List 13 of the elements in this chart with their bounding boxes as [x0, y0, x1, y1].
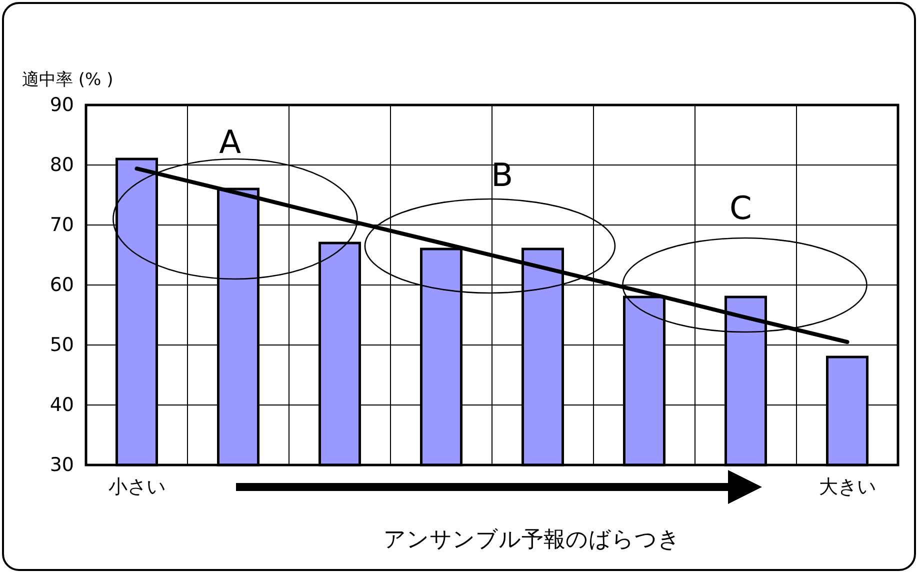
- y-tick-label: 40: [50, 394, 74, 416]
- y-axis-title: 適中率 (% ): [22, 70, 114, 90]
- x-tick-label: 大きい: [818, 476, 876, 498]
- y-tick-label: 60: [50, 274, 74, 296]
- annotation: C: [730, 189, 752, 228]
- y-tick-label: 80: [50, 154, 74, 176]
- x-tick-label: 小さい: [108, 476, 166, 498]
- y-tick-label: 70: [50, 214, 74, 236]
- annotation: A: [219, 123, 242, 162]
- x-axis-title: アンサンブル予報のばらつき: [384, 528, 680, 552]
- y-tick-label: 30: [50, 454, 74, 476]
- y-tick-label: 50: [50, 334, 74, 356]
- y-tick-label: 90: [50, 94, 74, 116]
